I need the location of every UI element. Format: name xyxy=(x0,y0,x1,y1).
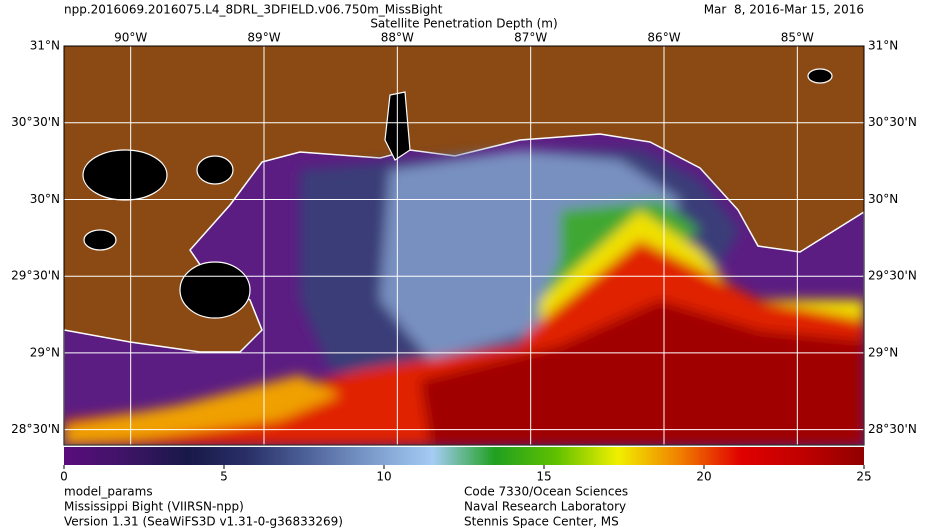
footer-right: Code 7330/Ocean Sciences xyxy=(464,485,628,499)
colorbar-label: 0 xyxy=(60,470,68,484)
lat-label: 29°30'N xyxy=(868,269,917,283)
footer-right: Naval Research Laboratory xyxy=(464,500,626,514)
lon-label: 85°W xyxy=(781,31,814,45)
colorbar xyxy=(64,447,864,465)
colorbar-label: 20 xyxy=(696,470,711,484)
footer-right: Stennis Space Center, MS xyxy=(464,515,619,529)
map-frame xyxy=(63,45,865,446)
lon-label: 90°W xyxy=(114,31,147,45)
lat-label: 31°N xyxy=(868,39,898,53)
lat-label: 29°30'N xyxy=(11,269,60,283)
footer-left: Version 1.31 (SeaWiFS3D v1.31-0-g3683326… xyxy=(64,515,343,529)
lat-label: 28°30'N xyxy=(11,422,60,436)
lat-label: 30°30'N xyxy=(868,115,917,129)
map xyxy=(64,46,864,445)
lat-label: 30°30'N xyxy=(11,115,60,129)
lat-label: 29°N xyxy=(868,345,898,359)
lat-label: 30°N xyxy=(30,192,60,206)
colorbar-label: 5 xyxy=(220,470,228,484)
subtitle: Satellite Penetration Depth (m) xyxy=(370,17,557,31)
colorbar-label: 25 xyxy=(856,470,871,484)
grid xyxy=(64,46,864,445)
colorbar-label: 15 xyxy=(536,470,551,484)
footer-left: Mississippi Bight (VIIRSN-npp) xyxy=(64,500,244,514)
lat-label: 31°N xyxy=(30,39,60,53)
lat-label: 28°30'N xyxy=(868,422,917,436)
lon-label: 89°W xyxy=(247,31,280,45)
title: npp.2016069.2016075.L4_8DRL_3DFIELD.v06.… xyxy=(64,3,443,17)
colorbar-label: 10 xyxy=(376,470,391,484)
lat-label: 30°N xyxy=(868,192,898,206)
footer-left: model_params xyxy=(64,485,153,499)
lon-label: 86°W xyxy=(647,31,680,45)
date-range: Mar 8, 2016-Mar 15, 2016 xyxy=(704,3,864,17)
lon-label: 88°W xyxy=(381,31,414,45)
lat-label: 29°N xyxy=(30,345,60,359)
lon-label: 87°W xyxy=(514,31,547,45)
